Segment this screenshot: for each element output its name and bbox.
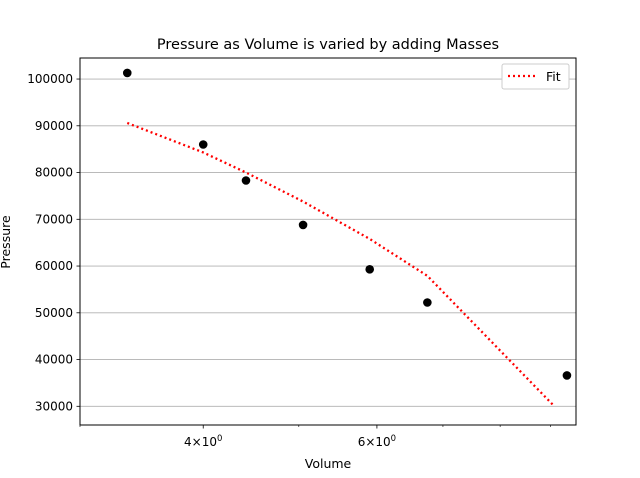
data-point [122,68,132,78]
y-tick-label: 40000 [35,353,73,367]
y-tick-label: 70000 [35,212,73,226]
y-axis-label: Pressure [0,215,13,269]
fit-line [126,121,556,408]
plot-frame [79,57,577,426]
data-point [562,371,572,380]
data-point [198,140,208,149]
x-tick-base: 4×10 [184,435,217,449]
x-axis-label: Volume [305,456,352,471]
data-point [423,298,432,307]
data-point [241,176,251,185]
legend: Fit [501,63,570,90]
y-tick-label: 30000 [35,399,73,413]
legend-label-fit: Fit [546,69,561,84]
y-tick-label: 90000 [35,119,73,133]
x-tick-base: 6×10 [358,435,391,449]
data-point [365,265,375,274]
data-points [122,68,572,380]
data-point [298,220,308,230]
y-tick-label: 60000 [35,259,73,273]
x-axis: 4×100 6×100 [79,425,551,449]
fit-line-path [126,121,556,408]
grid [80,78,576,407]
x-tick-label: 4×100 [184,434,222,449]
y-tick-label: 80000 [35,166,73,180]
y-tick-label: 50000 [35,306,73,320]
x-tick-exponent: 0 [217,434,222,444]
chart-title: Pressure as Volume is varied by adding M… [157,37,499,53]
y-tick-label: 100000 [27,72,73,86]
x-tick-label: 6×100 [358,434,396,449]
x-tick-exponent: 0 [391,434,396,444]
y-axis: 30000 40000 50000 60000 70000 80000 90000 10000… [27,72,80,413]
legend-box [501,63,570,90]
